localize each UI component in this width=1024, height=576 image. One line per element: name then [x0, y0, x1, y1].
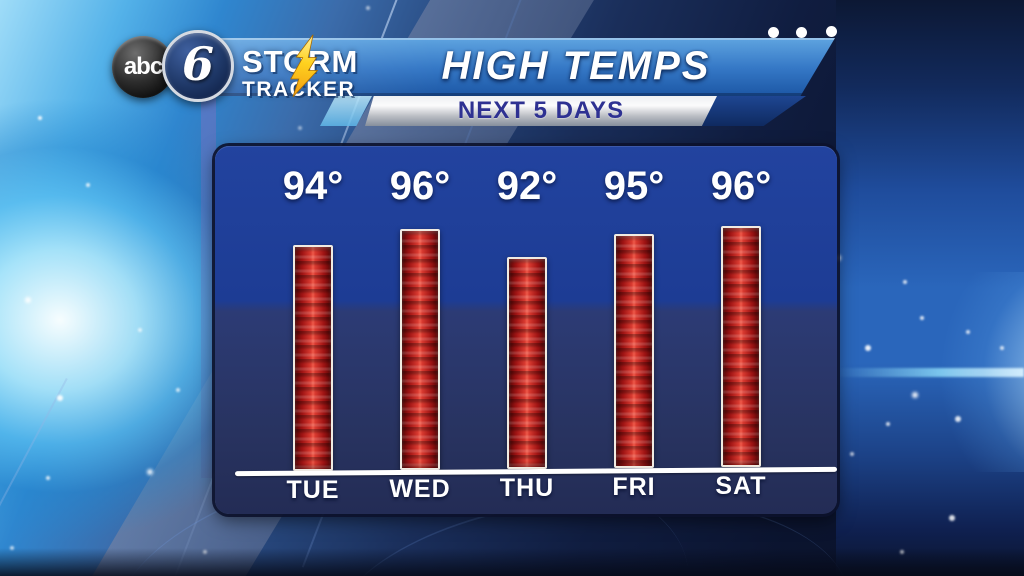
- background-purple-strip: [201, 88, 216, 478]
- temp-bar-wed: [400, 229, 440, 470]
- day-label: WED: [389, 475, 451, 503]
- temp-value-label: 95°: [603, 164, 665, 208]
- chart-columns: 94° TUE 96° WED 92° THU 95° FRI 96° SAT: [215, 146, 837, 514]
- decor-dot: [796, 27, 807, 38]
- temp-value-label: 92°: [496, 164, 558, 208]
- chart-panel: 94° TUE 96° WED 92° THU 95° FRI 96° SAT: [215, 146, 838, 514]
- day-label: TUE: [286, 476, 340, 504]
- day-label: SAT: [715, 472, 767, 500]
- background-bottom-shade: [0, 548, 1024, 576]
- page-title: HIGH TEMPS: [441, 44, 711, 88]
- temp-bar-tue: [293, 245, 333, 471]
- channel-6-logo: 6: [162, 30, 234, 102]
- channel-number: 6: [181, 37, 214, 91]
- background-lens-flare: [910, 272, 1024, 472]
- temp-bar-sat: [721, 226, 761, 467]
- temp-bar-thu: [507, 257, 547, 469]
- subtitle-text: NEXT 5 DAYS: [457, 97, 625, 124]
- decor-dot: [768, 27, 779, 38]
- decor-dot: [826, 26, 837, 37]
- temp-value-label: 96°: [710, 164, 772, 208]
- temp-value-label: 96°: [389, 164, 451, 208]
- lightning-bolt-icon: [290, 34, 319, 98]
- temp-bar-fri: [614, 234, 654, 468]
- subtitle-bar: NEXT 5 DAYS: [365, 96, 717, 126]
- abc-logo-text: abc: [123, 53, 163, 80]
- temp-value-label: 94°: [282, 164, 344, 208]
- day-label: THU: [499, 474, 555, 502]
- day-label: FRI: [612, 473, 656, 501]
